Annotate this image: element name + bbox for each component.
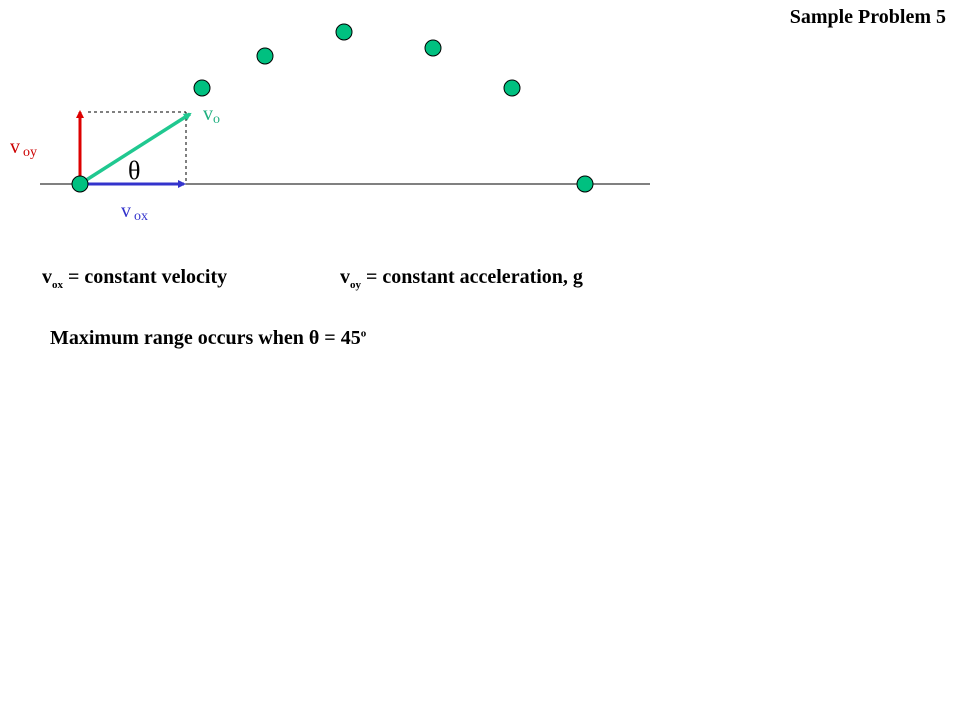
ball-apex: [335, 23, 353, 41]
theta-label: θ: [128, 156, 140, 185]
ball-position: [193, 79, 211, 97]
ball-position: [503, 79, 521, 97]
voy-statement: voy = constant acceleration, g: [340, 266, 583, 291]
max-range-statement: Maximum range occurs when θ = 45o: [50, 327, 367, 349]
voy-label: v oy: [10, 136, 37, 160]
vo-label: vo: [203, 103, 220, 127]
ball-position: [256, 47, 274, 65]
ball-landing: [576, 175, 594, 193]
ball-position: [424, 39, 442, 57]
ball-launch: [71, 175, 89, 193]
vox-label: v ox: [121, 200, 148, 224]
vox-statement: vox = constant velocity: [42, 266, 228, 291]
slide-title: Sample Problem 5: [789, 6, 946, 28]
vo-arrow: [79, 112, 192, 186]
